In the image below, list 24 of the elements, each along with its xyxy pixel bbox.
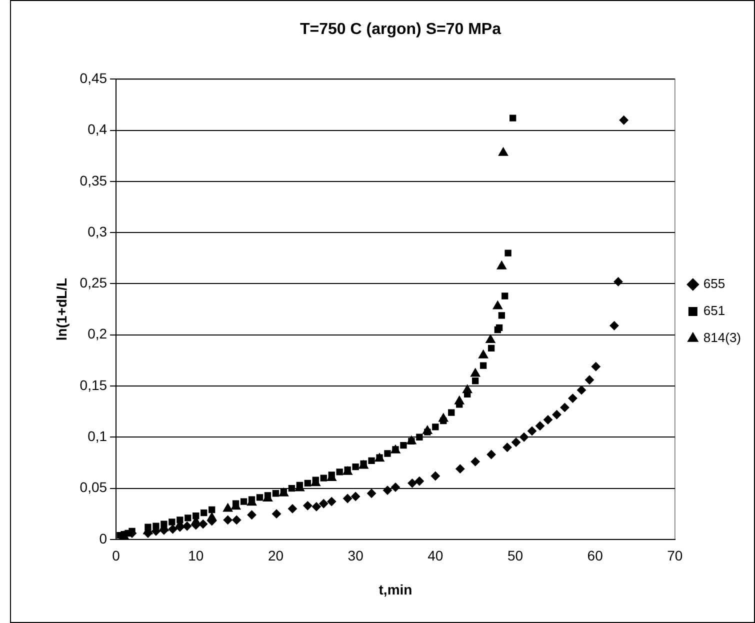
legend-label: 814(3) [703,330,741,346]
y-tick-label: 0,05 [80,479,108,496]
x-tick-label: 40 [428,548,444,564]
x-tick-label: 70 [667,548,683,564]
x-axis-title: t,min [378,581,412,598]
y-tick-label: 0,1 [88,428,108,444]
y-tick-label: 0,35 [80,172,108,188]
y-tick-label: 0,45 [80,70,108,86]
legend-label: 655 [703,276,726,292]
legend-label: 651 [703,303,726,318]
x-tick-label: 0 [112,548,120,564]
y-tick-label: 0 [99,530,108,546]
y-axis-title: ln(1+dL/L [53,278,70,341]
x-tick-label: 60 [587,548,604,564]
chart-title: T=750 C (argon) S=70 MPa [300,21,502,38]
y-tick-label: 0,4 [88,121,108,138]
x-tick-label: 50 [507,548,524,564]
x-tick-label: 10 [188,548,204,564]
y-tick-label: 0,25 [80,274,108,291]
y-tick-label: 0,2 [88,326,108,342]
y-tick-label: 0,3 [88,223,108,240]
y-tick-label: 0,15 [80,376,108,393]
x-tick-label: 30 [348,548,364,564]
x-tick-label: 20 [268,548,284,564]
